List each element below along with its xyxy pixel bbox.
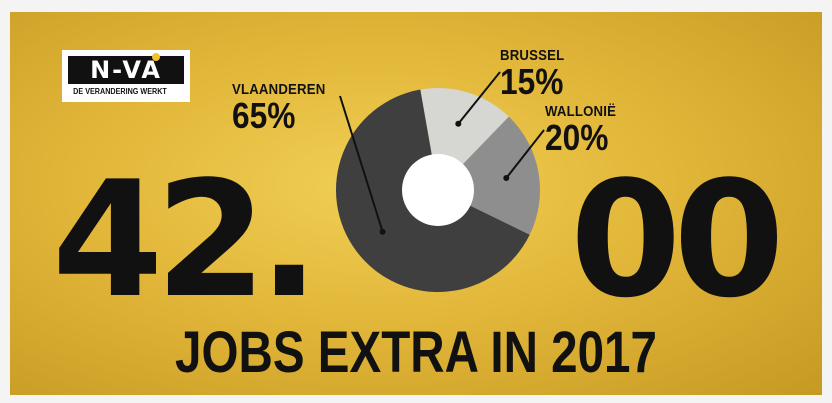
subtitle: JOBS EXTRA IN 2017 xyxy=(175,320,657,385)
pointer-wallonie xyxy=(505,129,545,179)
logo-tagline: DE VERANDERING WERKT xyxy=(73,87,167,96)
label-wallonie-name: WALLONIË xyxy=(545,103,617,120)
logo-mark: N-VA xyxy=(68,56,184,84)
slice-wallonie xyxy=(438,116,541,235)
pointer-dot-brussel xyxy=(455,120,462,127)
label-brussel-pct: 15% xyxy=(500,61,564,102)
label-brussel-name: BRUSSEL xyxy=(500,47,565,64)
pointer-vlaanderen xyxy=(339,95,384,232)
pointer-brussel xyxy=(457,71,501,125)
donut-chart xyxy=(336,71,545,293)
pointer-dot-wallonie xyxy=(503,175,510,181)
nva-logo: N-VA DE VERANDERING WERKT xyxy=(62,50,190,102)
headline-right: 00 xyxy=(570,146,785,333)
donut-hole xyxy=(402,154,474,226)
label-vlaanderen: VLAANDEREN 65% xyxy=(232,82,325,134)
label-vlaanderen-name: VLAANDEREN xyxy=(232,81,326,98)
infographic-panel: N-VA DE VERANDERING WERKT 42. 00 VLAANDE… xyxy=(10,12,822,395)
headline-left: 42. xyxy=(52,146,319,333)
label-wallonie: WALLONIË 20% xyxy=(545,104,616,156)
label-brussel: BRUSSEL 15% xyxy=(500,48,564,100)
label-wallonie-pct: 20% xyxy=(545,117,609,158)
logo-dot-icon xyxy=(152,53,160,61)
label-vlaanderen-pct: 65% xyxy=(232,95,296,136)
pointer-dot-vlaanderen xyxy=(379,228,386,235)
